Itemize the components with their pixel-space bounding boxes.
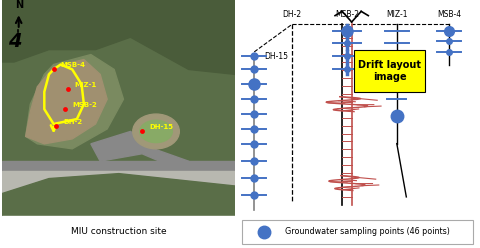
Polygon shape — [131, 0, 235, 74]
Text: MSB-2: MSB-2 — [72, 102, 97, 108]
Polygon shape — [2, 0, 131, 62]
Polygon shape — [26, 60, 107, 144]
Text: N: N — [15, 0, 24, 10]
Polygon shape — [26, 55, 123, 149]
Bar — [2, 171, 235, 216]
Text: DH-15: DH-15 — [149, 124, 173, 130]
Text: MSB-2: MSB-2 — [335, 10, 359, 19]
Text: 4: 4 — [8, 32, 22, 51]
Polygon shape — [2, 174, 235, 216]
Text: DH-15: DH-15 — [264, 52, 288, 61]
FancyBboxPatch shape — [354, 50, 425, 93]
Text: MIZ-1: MIZ-1 — [74, 82, 97, 88]
Text: DH-2: DH-2 — [283, 10, 302, 19]
Ellipse shape — [140, 120, 172, 143]
Text: DH-2: DH-2 — [63, 119, 82, 125]
Text: MSB-4: MSB-4 — [437, 10, 461, 19]
Ellipse shape — [133, 114, 180, 149]
Polygon shape — [91, 131, 193, 179]
Bar — [2, 216, 235, 248]
Text: MSB-4: MSB-4 — [60, 62, 85, 68]
Polygon shape — [2, 161, 235, 174]
Bar — [2, 0, 235, 216]
Text: MIU construction site: MIU construction site — [71, 227, 167, 236]
Bar — [242, 220, 473, 244]
Text: Drift layout
image: Drift layout image — [358, 60, 421, 82]
Text: MIZ-1: MIZ-1 — [386, 10, 408, 19]
Text: Groundwater sampling points (46 points): Groundwater sampling points (46 points) — [285, 227, 450, 236]
